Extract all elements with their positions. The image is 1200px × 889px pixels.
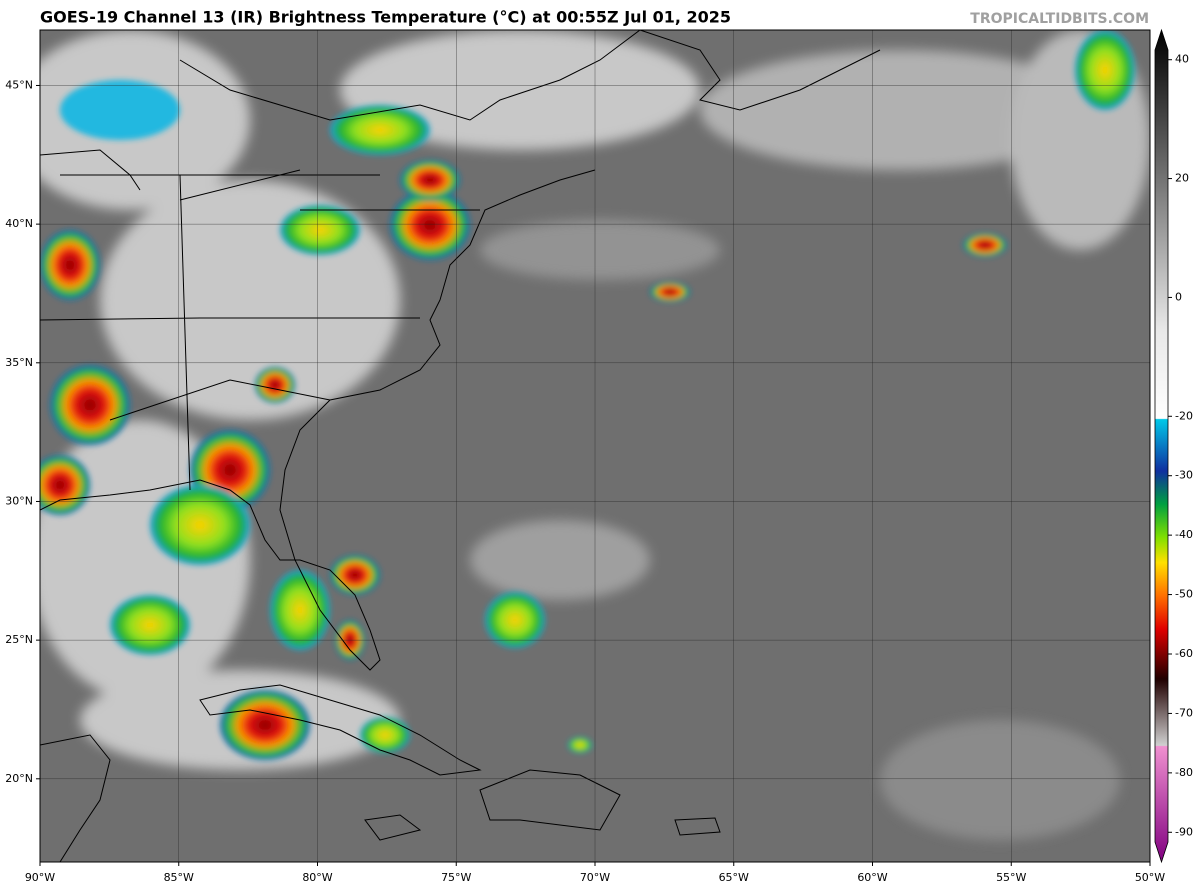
graticule [40,30,1150,862]
satellite-image [40,30,1150,862]
y-tick-label: 30°N [5,494,33,507]
colorbar-tick-label: 0 [1175,290,1182,303]
x-tick-label: 65°W [719,871,749,884]
colorbar-tick-label: -90 [1175,825,1193,838]
x-tick-label: 55°W [996,871,1026,884]
x-tick-label: 50°W [1135,871,1165,884]
colorbar-tick-label: -50 [1175,588,1193,601]
y-tick-label: 45°N [5,78,33,91]
x-tick-label: 60°W [857,871,887,884]
x-tick-label: 75°W [441,871,471,884]
colorbar-tick-label: -20 [1175,409,1193,422]
y-tick-label: 35°N [5,356,33,369]
y-tick-label: 25°N [5,633,33,646]
colorbar-tick-label: -40 [1175,528,1193,541]
x-tick-label: 85°W [164,871,194,884]
colorbar-tick-label: -30 [1175,469,1193,482]
x-tick-label: 90°W [25,871,55,884]
colorbar-tick-label: 20 [1175,172,1189,185]
colorbar-tick-label: 40 [1175,53,1189,66]
colorbar-ramp [1154,28,1169,864]
x-tick-label: 80°W [302,871,332,884]
colorbar-tick-label: -80 [1175,766,1193,779]
x-tick-label: 70°W [580,871,610,884]
y-tick-label: 40°N [5,217,33,230]
title: GOES-19 Channel 13 (IR) Brightness Tempe… [40,8,731,27]
colorbar [1154,28,1169,864]
watermark: TROPICALTIDBITS.COM [970,11,1149,27]
colorbar-tick-label: -70 [1175,706,1193,719]
y-tick-label: 20°N [5,772,33,785]
colorbar-tick-label: -60 [1175,647,1193,660]
coastlines [40,30,881,862]
